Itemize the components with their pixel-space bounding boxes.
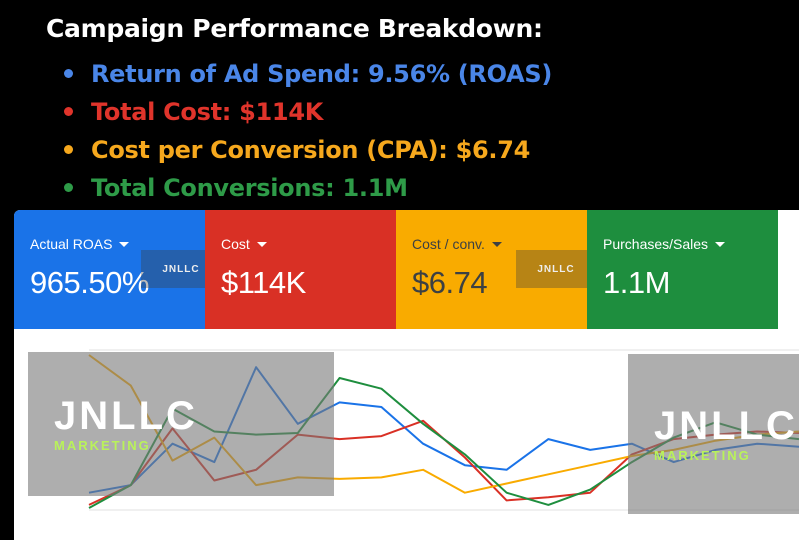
- metric-value: 1.1M: [603, 265, 670, 300]
- watermark-logo-left: JNLLC MARKETING: [28, 352, 334, 496]
- bullet-text: Return of Ad Spend: 9.56% (ROAS): [91, 60, 553, 88]
- summary-bullet: Total Conversions: 1.1M: [64, 169, 552, 207]
- metric-label: Cost / conv.: [412, 236, 485, 252]
- chevron-down-icon[interactable]: [256, 241, 267, 247]
- metric-dropdown[interactable]: Cost / conv.: [412, 236, 587, 252]
- chevron-down-icon[interactable]: [491, 241, 502, 247]
- metric-label: Cost: [221, 236, 250, 252]
- metric-dropdown[interactable]: Purchases/Sales: [603, 236, 778, 252]
- bullet-dot-icon: [64, 182, 73, 192]
- bullet-text: Cost per Conversion (CPA): $6.74: [91, 136, 531, 164]
- summary-heading: Campaign Performance Breakdown:: [46, 14, 543, 43]
- bullet-text: Total Conversions: 1.1M: [91, 174, 408, 202]
- watermark-badge: JNLLC: [516, 250, 596, 288]
- metrics-card: Actual ROAS 965.50% JNLLC Cost $114K Cost / c…: [14, 210, 799, 540]
- metric-tile-3[interactable]: Cost / conv. $6.74 JNLLC: [396, 210, 596, 329]
- metric-tile-2[interactable]: Cost $114K: [205, 210, 396, 329]
- metric-value: $114K: [221, 265, 306, 300]
- bullet-text: Total Cost: $114K: [91, 98, 324, 126]
- metric-dropdown[interactable]: Cost: [221, 236, 396, 252]
- summary-list: Return of Ad Spend: 9.56% (ROAS) Total Co…: [64, 55, 552, 207]
- bullet-dot-icon: [64, 68, 73, 78]
- watermark-logo-right: JNLLC MARKETING: [628, 354, 799, 514]
- metric-tile-4[interactable]: Purchases/Sales 1.1M: [587, 210, 778, 329]
- summary-bullet: Return of Ad Spend: 9.56% (ROAS): [64, 55, 552, 93]
- metric-value: 965.50%: [30, 265, 149, 300]
- metric-value: $6.74: [412, 265, 488, 300]
- metric-label: Actual ROAS: [30, 236, 113, 252]
- bullet-dot-icon: [64, 106, 73, 116]
- chevron-down-icon[interactable]: [119, 241, 130, 247]
- metric-label: Purchases/Sales: [603, 236, 709, 252]
- chevron-down-icon[interactable]: [715, 241, 726, 247]
- metric-dropdown[interactable]: Actual ROAS: [30, 236, 205, 252]
- summary-bullet: Total Cost: $114K: [64, 93, 552, 131]
- metric-tiles: Actual ROAS 965.50% JNLLC Cost $114K Cost / c…: [14, 210, 779, 329]
- bullet-dot-icon: [64, 144, 73, 154]
- summary-bullet: Cost per Conversion (CPA): $6.74: [64, 131, 552, 169]
